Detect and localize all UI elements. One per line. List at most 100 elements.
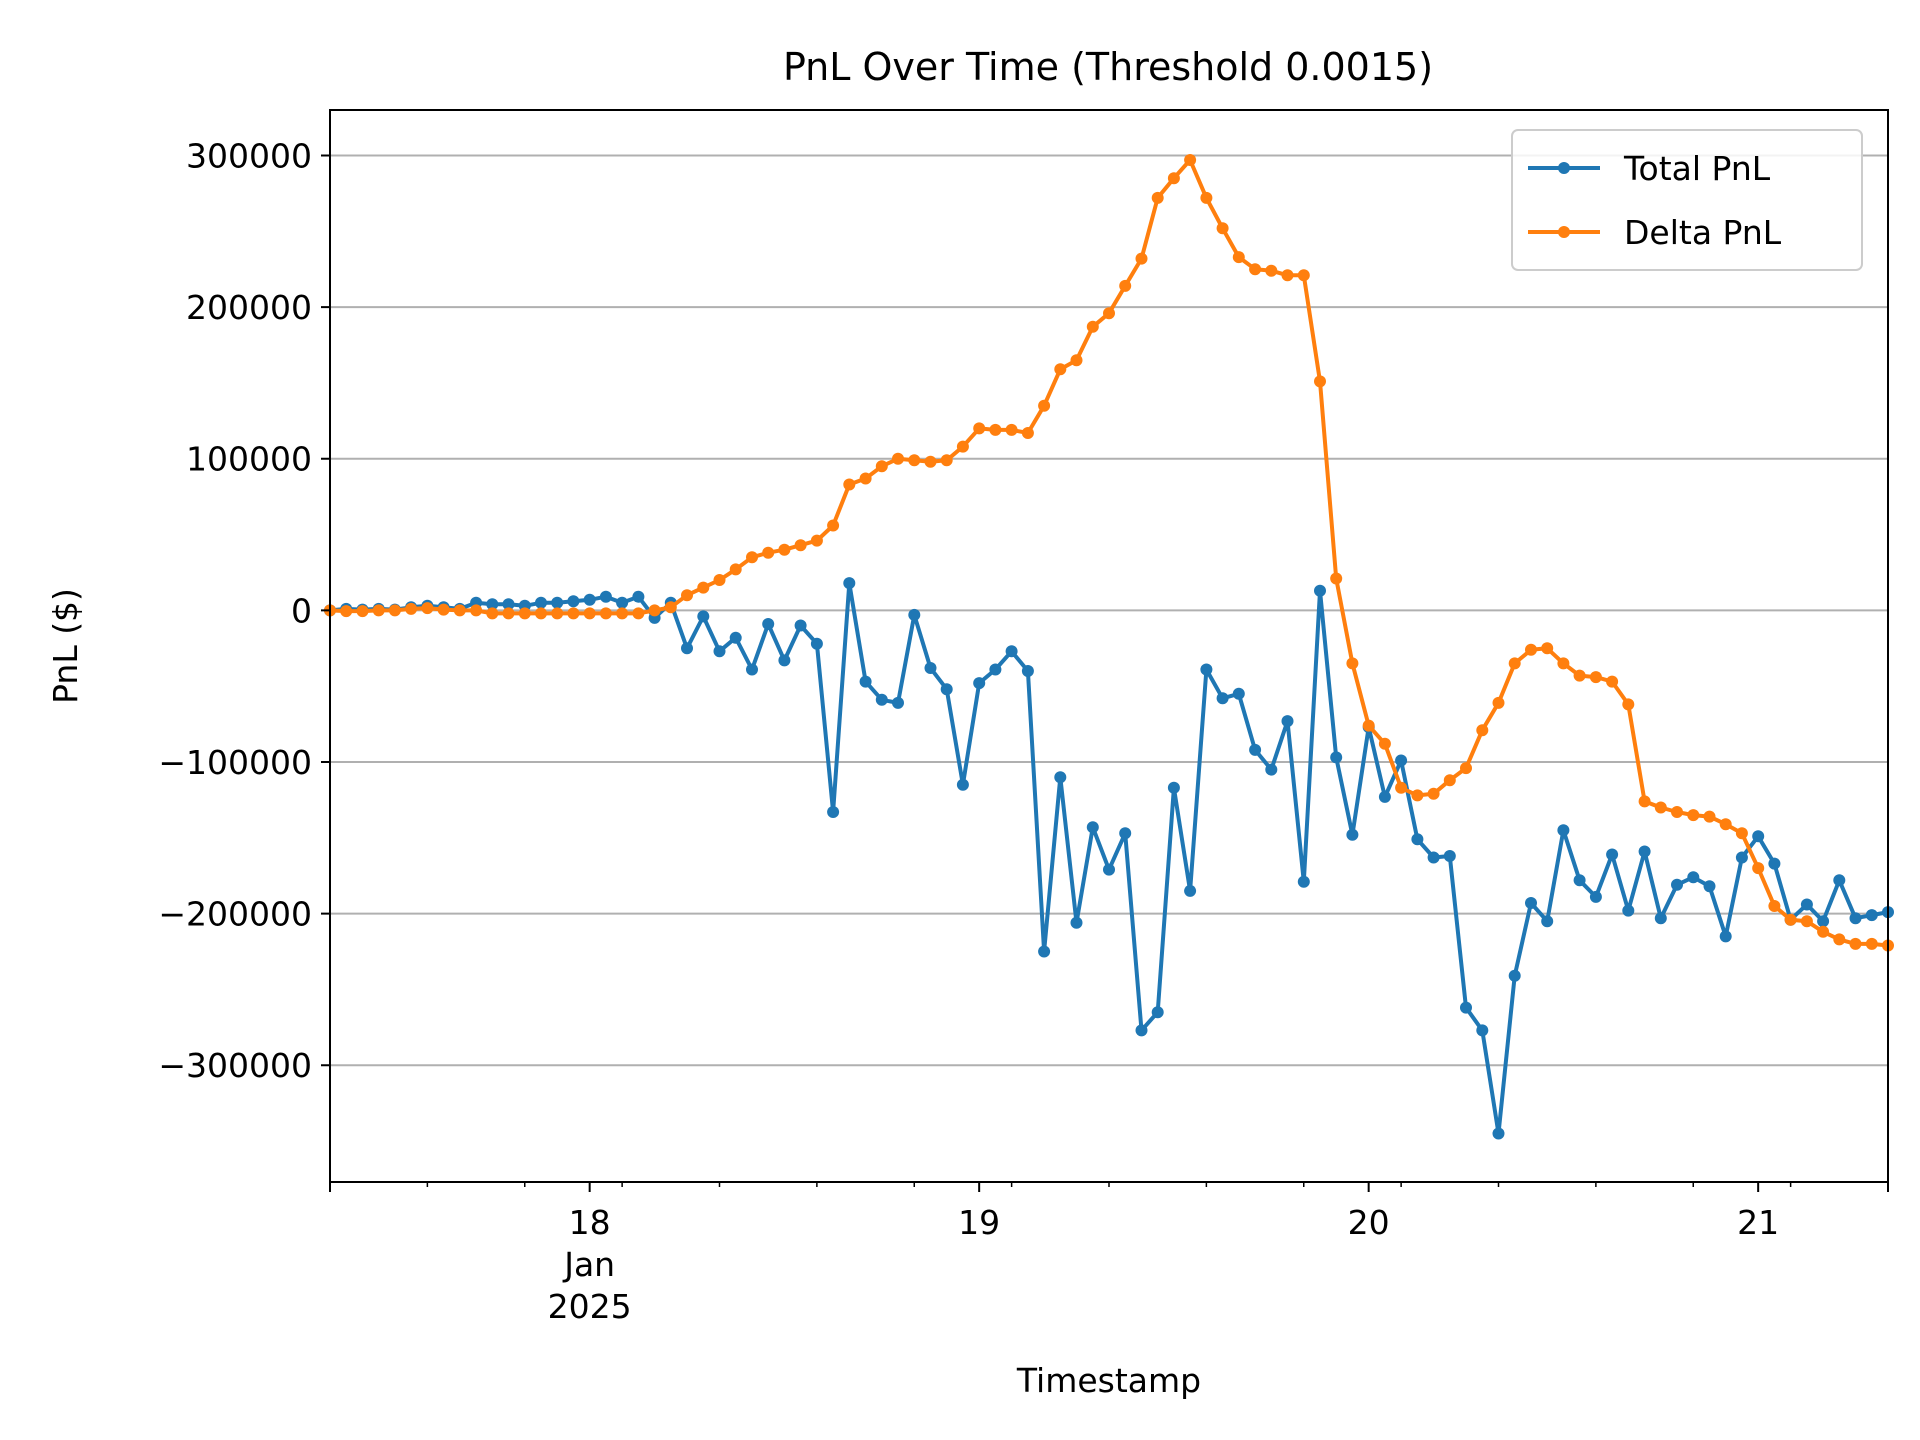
data-point [535,596,547,609]
data-point [1541,642,1554,655]
data-point [1492,1127,1505,1140]
data-point [583,593,596,606]
data-point [827,519,840,532]
data-point [1021,427,1034,439]
data-point [1476,724,1489,737]
data-point [1800,915,1813,928]
data-point [372,604,385,617]
data-point [1378,737,1391,750]
data-point [810,637,823,650]
data-point [1541,915,1554,928]
data-point [1752,862,1765,875]
data-point [1768,857,1781,870]
data-point [940,454,953,467]
data-point [1427,851,1440,864]
data-point [1443,850,1456,862]
data-point [1735,827,1748,840]
data-point [1606,675,1619,688]
data-point [1038,399,1051,412]
data-point [1200,663,1213,676]
data-point [1086,821,1099,834]
data-point [762,618,775,630]
data-point [1135,1024,1148,1037]
data-point [1865,909,1878,922]
data-point [859,472,872,485]
data-point [1135,252,1148,265]
data-point [1330,751,1343,764]
data-point [1849,937,1862,950]
x-axis-label: Timestamp [1016,1361,1201,1400]
data-point [567,607,580,620]
data-point [924,455,937,468]
data-point [1216,222,1229,235]
data-point [1589,890,1602,903]
data-point [1557,657,1570,670]
data-point [762,546,775,559]
legend: Total PnL Delta PnL [1511,129,1863,271]
y-tick-label: 0 [291,591,312,630]
data-point [551,607,564,620]
data-point [1638,795,1651,808]
data-point [1297,269,1310,282]
data-point [599,607,612,620]
data-point [892,452,904,465]
data-point [746,663,758,676]
data-point [1557,824,1570,837]
data-point [1167,172,1180,185]
data-point [1005,645,1018,658]
data-point [1508,657,1521,670]
data-point [1687,809,1700,822]
y-tick-label: 300000 [186,136,312,175]
data-point [1054,363,1067,376]
data-point [1476,1024,1489,1037]
data-point [892,696,904,709]
data-point [778,543,791,556]
data-point [1265,763,1278,776]
data-point [989,423,1002,436]
x-tick-label: 20 [1348,1203,1390,1242]
data-point [1119,279,1132,292]
data-point [1167,781,1180,794]
data-point [1849,912,1862,925]
y-tick-label: −100000 [158,743,312,782]
data-point [1573,669,1586,682]
data-point [1330,572,1343,585]
data-point [1119,827,1132,840]
data-point [1460,1001,1472,1014]
data-point [1038,945,1051,958]
data-point [421,602,434,615]
data-point [502,598,515,611]
data-point [713,574,726,586]
data-point [827,806,840,818]
data-point [1671,806,1683,818]
data-point [1525,643,1537,656]
data-point [1362,719,1375,732]
data-point [486,607,499,620]
x-tick-label: 2025 [548,1287,632,1326]
x-tick-label: Jan [562,1245,615,1284]
data-point [1378,790,1391,803]
data-point [1703,880,1716,893]
data-point [875,460,888,473]
data-point [1314,375,1326,388]
data-point [973,677,986,690]
data-point [1865,937,1878,950]
data-point [1638,845,1651,858]
data-point [973,422,986,435]
y-tick-label: 200000 [186,288,312,327]
data-point [1411,789,1424,802]
x-tick-label: 21 [1737,1203,1779,1242]
data-point [632,607,645,620]
data-point [1281,269,1294,282]
data-point [1070,354,1083,367]
data-point [1573,874,1586,887]
data-point [599,590,612,603]
data-point [1249,743,1262,756]
data-point [810,534,823,547]
data-point [1817,915,1830,928]
chart-title: PnL Over Time (Threshold 0.0015) [783,45,1433,89]
data-point [437,603,450,616]
data-point [1719,818,1732,831]
data-point [1200,191,1213,204]
data-point [567,595,580,608]
